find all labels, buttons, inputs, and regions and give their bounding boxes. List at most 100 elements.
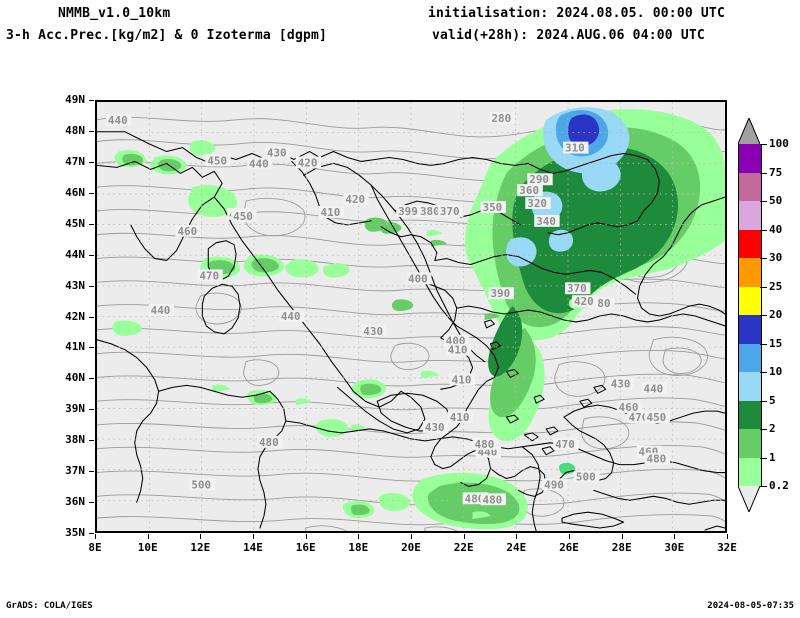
contour-label-backdrop [343,193,369,206]
initialisation-time: initialisation: 2024.08.05. 00:00 UTC [428,6,725,21]
contour-label: 440 [151,304,171,317]
contour-label: 420 [345,193,365,206]
contour-label: 399 [398,205,418,218]
colorbar-band[interactable] [738,457,762,486]
contour-label: 480 [647,453,667,466]
lat-tick-mark [89,223,94,225]
colorbar-band[interactable] [738,286,762,315]
lat-tick-label: 40N [65,371,85,385]
contour-label: 410 [321,206,341,219]
footer-credit: GrADS: COLA/IGES [6,601,93,611]
colorbar-tick [760,172,767,174]
contour-label-backdrop [417,205,444,217]
contour-label-backdrop [264,146,291,159]
contour-label: 450 [207,154,227,167]
contour-label-backdrop [525,197,551,210]
contour-label: 500 [191,478,211,491]
map-plot-area[interactable]: 4404504304404204504204103993803702803102… [95,100,727,533]
contour-label-backdrop [488,287,514,300]
colorbar-legend[interactable]: 100 75 50 40 30 25 20 15 10 5 2 1 0.2 [738,118,789,512]
contour-label-backdrop [396,205,422,217]
colorbar-tick-label: 100 [769,137,789,150]
colorbar-band[interactable] [738,258,762,287]
lat-tick-label: 35N [65,526,85,539]
lon-tick-label: 20E [401,541,421,554]
colorbar-band[interactable] [738,201,762,230]
contour-label-backdrop [563,141,589,154]
colorbar-band[interactable] [738,144,762,173]
colorbar-tick [760,372,767,373]
contour-label: 440 [281,310,301,323]
colorbar-tick-label: 40 [769,222,783,236]
contour-label: 490 [544,478,564,491]
colorbar-tick-label: 1 [769,450,776,464]
contour-label-backdrop [472,437,499,450]
colorbar-band[interactable] [738,229,762,258]
colorbar-band[interactable] [738,343,762,372]
contour-label-backdrop [295,156,322,169]
contour-label-backdrop [462,492,489,505]
colorbar-tick-label: 30 [769,251,783,264]
contour-label-backdrop [256,435,283,448]
lat-tick-mark [89,378,94,380]
contour-label-backdrop [616,401,643,414]
lat-tick-mark [89,192,94,194]
lon-tick-label: 10E [137,541,158,554]
colorbar-band[interactable] [738,315,762,344]
contour-label: 430 [611,377,631,390]
contour-label: 420 [298,156,318,169]
lat-tick-label: 47N [65,154,85,168]
contour-label: 440 [249,157,269,170]
lat-tick-label: 42N [65,309,85,323]
contour-label-backdrop [565,282,591,295]
lon-tick-label: 32E [717,541,737,554]
contour-label: 370 [440,205,460,218]
contour-label-backdrop [447,411,474,424]
lat-tick-mark [89,100,94,101]
colorbar-tick [760,144,767,145]
lon-tick-label: 8E [88,541,102,554]
contour-label-backdrop [475,445,502,458]
lon-tick-mark [674,534,676,539]
contour-label-backdrop [278,310,305,322]
contour-label: 470 [555,438,575,451]
contour-label-backdrop [449,373,476,386]
lon-tick-mark [95,534,96,539]
contour-label-backdrop [588,297,615,310]
contour-label: 420 [574,295,594,308]
contour-label: 440 [108,114,128,127]
lon-tick-mark [358,534,360,539]
lon-tick-mark [727,534,728,539]
lon-tick-mark [569,534,570,539]
contour-label: 280 [491,112,511,125]
colorbar-tick-label: 5 [769,393,776,407]
lon-tick-label: 26E [559,541,579,554]
contour-label: 370 [567,282,587,295]
lon-tick-mark [463,534,465,539]
lon-tick-label: 16E [295,541,316,554]
colorbar-tick-label: 25 [769,279,783,293]
contour-label: 430 [425,421,445,434]
colorbar-tick [760,315,767,316]
colorbar-band[interactable] [738,429,762,458]
contour-label: 340 [536,215,556,228]
contour-label-backdrop [636,445,663,458]
colorbar-band[interactable] [738,400,762,429]
footer-timestamp: 2024-08-05-07:35 [707,601,794,611]
contour-label: 450 [233,210,253,223]
colorbar-tick-label: 2 [769,422,776,435]
lat-tick-label: 36N [65,495,85,509]
colorbar-tick-label: 20 [769,308,783,321]
lon-tick-label: 30E [664,541,685,554]
lat-tick-label: 43N [65,278,85,292]
colorbar-tick [760,343,767,345]
colorbar-tick [760,229,767,231]
colorbar-tick [760,201,767,202]
chart-header: NMMB_v1.0_10km 3-h Acc.Prec.[kg/m2] & 0 … [0,0,800,50]
contour-label: 290 [529,173,549,186]
colorbar-band[interactable] [738,372,762,401]
lat-tick-label: 41N [65,340,85,354]
coastlines-borders [97,131,725,531]
contour-label-backdrop [553,437,579,450]
colorbar-band[interactable] [738,172,762,201]
